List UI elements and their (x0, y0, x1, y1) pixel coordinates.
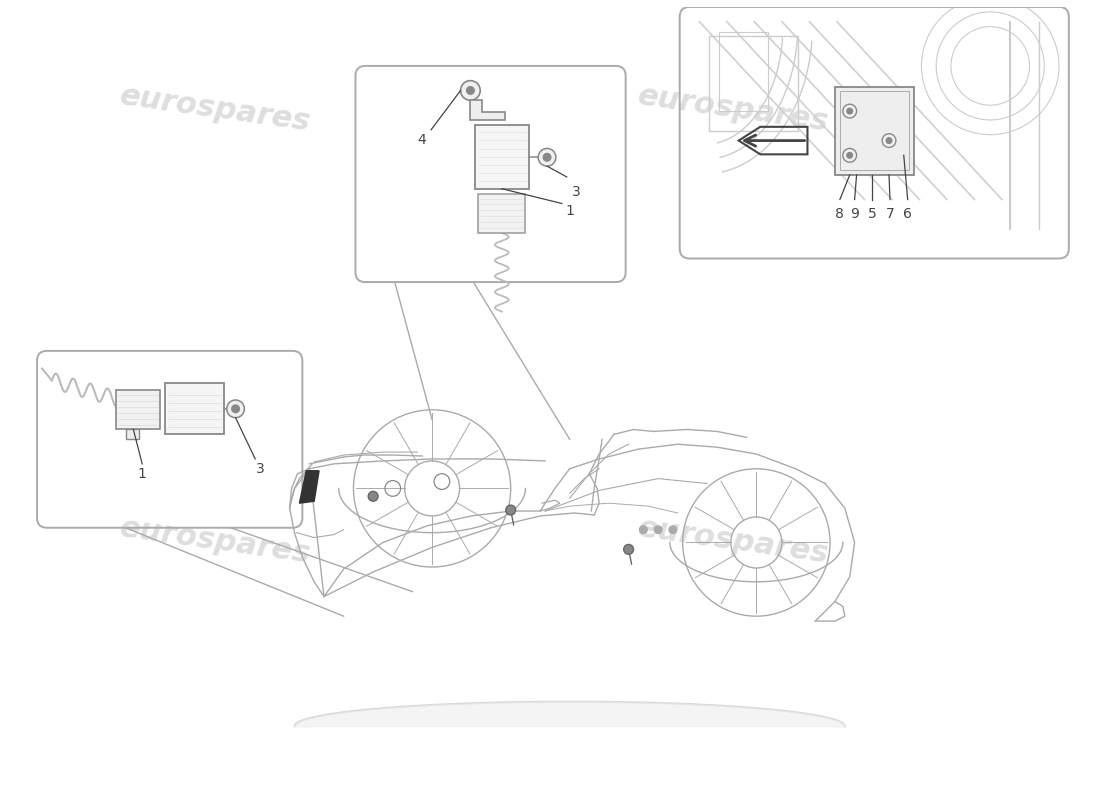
Text: 1: 1 (565, 204, 574, 218)
Text: 9: 9 (850, 207, 859, 222)
Bar (835, 86, 914, 175)
Text: 3: 3 (255, 462, 264, 476)
Bar (116, 390, 160, 430)
Circle shape (227, 400, 244, 418)
Bar (840, 91, 909, 170)
Circle shape (368, 491, 378, 502)
Text: eurospares: eurospares (118, 514, 312, 570)
Circle shape (506, 505, 516, 515)
Bar (719, 33, 768, 111)
Circle shape (843, 149, 857, 162)
Text: 1: 1 (138, 466, 146, 481)
Circle shape (847, 108, 852, 114)
Text: 7: 7 (886, 207, 894, 222)
Text: eurospares: eurospares (118, 82, 312, 137)
Circle shape (639, 526, 647, 534)
Text: 8: 8 (835, 207, 845, 222)
Polygon shape (471, 100, 505, 120)
Circle shape (847, 152, 852, 158)
Bar (478, 194, 526, 233)
Text: eurospares: eurospares (636, 82, 832, 137)
Text: 5: 5 (868, 207, 877, 222)
Circle shape (624, 545, 634, 554)
Bar (475, 125, 529, 189)
Bar (165, 383, 223, 434)
Circle shape (461, 81, 481, 100)
Circle shape (232, 405, 240, 413)
Circle shape (654, 526, 662, 534)
Text: 4: 4 (417, 133, 426, 146)
Text: 3: 3 (572, 185, 581, 198)
Bar (710, 37, 798, 130)
Bar (125, 430, 140, 439)
Text: 6: 6 (903, 207, 912, 222)
Circle shape (843, 104, 857, 118)
Circle shape (538, 149, 556, 166)
Circle shape (543, 154, 551, 162)
Circle shape (466, 86, 474, 94)
Circle shape (882, 134, 895, 147)
Circle shape (669, 526, 676, 534)
Polygon shape (299, 470, 319, 503)
Circle shape (887, 138, 892, 143)
Text: eurospares: eurospares (636, 514, 832, 570)
